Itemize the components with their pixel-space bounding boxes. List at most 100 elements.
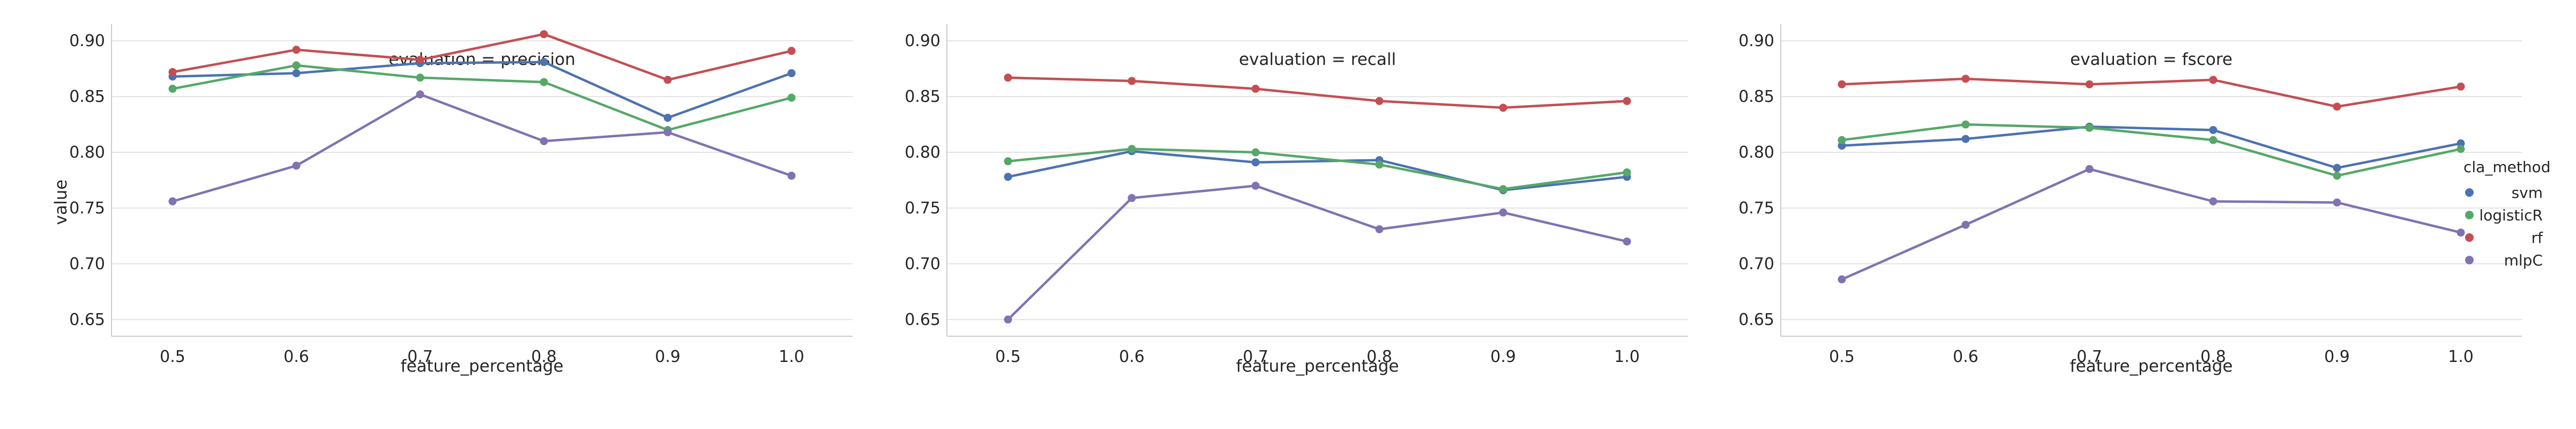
data-point-logisticR: [1623, 168, 1631, 176]
data-point-svm: [1004, 173, 1012, 181]
panel-title: evaluation = recall: [1239, 50, 1396, 69]
x-tick-label: 0.5: [160, 347, 185, 366]
legend-label-svm: svm: [2512, 184, 2543, 202]
data-point-rf: [2456, 82, 2465, 91]
data-point-mlpC: [1128, 194, 1136, 202]
data-point-mlpC: [292, 161, 301, 170]
series-line-rf: [1007, 76, 1627, 109]
data-point-svm: [2456, 139, 2465, 147]
x-tick-label: 0.9: [2324, 347, 2350, 366]
data-point-mlpC: [1838, 275, 1846, 284]
data-point-mlpC: [168, 197, 177, 205]
y-tick-label: 0.85: [69, 87, 105, 106]
data-point-mlpC: [1961, 220, 1970, 229]
panel-title: evaluation = fscore: [2070, 50, 2232, 69]
data-point-mlpC: [1251, 181, 1260, 190]
x-tick-label: 0.5: [995, 347, 1021, 366]
data-point-logisticR: [2209, 136, 2217, 144]
series-line-logisticR: [1007, 147, 1627, 190]
y-tick-label: 0.80: [905, 143, 940, 162]
x-tick-label: 0.7: [407, 347, 433, 366]
x-axis-label: feature_percentage: [401, 357, 564, 376]
data-point-logisticR: [1499, 185, 1507, 194]
x-tick-label: 0.6: [1953, 347, 1978, 366]
data-point-rf: [1623, 97, 1631, 105]
data-point-rf: [1128, 77, 1136, 85]
data-point-logisticR: [416, 73, 424, 82]
data-point-mlpC: [1004, 315, 1012, 324]
legend-marker-rf: [2465, 233, 2474, 242]
series-line-rf: [172, 33, 792, 82]
y-tick-label: 0.75: [905, 199, 940, 218]
data-point-svm: [292, 69, 301, 77]
data-point-svm: [663, 114, 672, 122]
data-point-mlpC: [1499, 208, 1507, 217]
legend-label-mlpC: mlpC: [2504, 252, 2543, 269]
data-point-mlpC: [2333, 198, 2341, 207]
y-tick-label: 0.65: [905, 310, 940, 329]
data-point-logisticR: [1251, 148, 1260, 157]
panel-2: 0.65 0.70 0.75 0.80 0.85 0.90 0.5 0.6 0.7 0.8 0.9 1…: [905, 24, 1688, 376]
data-point-logisticR: [540, 78, 548, 86]
data-point-mlpC: [540, 137, 548, 145]
x-tick-label: 0.8: [1367, 347, 1392, 366]
data-point-mlpC: [1375, 225, 1384, 233]
y-tick-label: 0.90: [69, 32, 105, 50]
data-point-rf: [168, 68, 177, 76]
data-point-mlpC: [1623, 237, 1631, 246]
x-tick-label: 0.9: [655, 347, 681, 366]
data-point-svm: [1961, 135, 1970, 143]
data-point-svm: [1838, 142, 1846, 150]
x-tick-label: 1.0: [779, 347, 804, 366]
data-point-mlpC: [2209, 197, 2217, 205]
legend-marker-logisticR: [2465, 211, 2474, 219]
data-point-rf: [2333, 102, 2341, 111]
data-point-rf: [2209, 76, 2217, 84]
series-line-logisticR: [172, 64, 792, 131]
data-point-mlpC: [416, 90, 424, 99]
x-tick-label: 0.8: [2200, 347, 2226, 366]
data-point-logisticR: [1838, 136, 1846, 144]
x-tick-label: 0.8: [531, 347, 557, 366]
data-point-logisticR: [2085, 123, 2094, 132]
data-point-svm: [1251, 158, 1260, 167]
x-tick-label: 0.6: [1119, 347, 1145, 366]
y-tick-label: 0.80: [69, 143, 105, 162]
series-line-rf: [1841, 77, 2461, 108]
data-point-rf: [1004, 73, 1012, 82]
series-line-mlpC: [1007, 184, 1627, 321]
x-axis-label: feature_percentage: [1236, 357, 1399, 376]
series-line-mlpC: [1841, 167, 2461, 281]
data-point-svm: [2333, 164, 2341, 172]
y-axis-label: value: [51, 180, 71, 225]
panel-1: 0.65 0.70 0.75 0.80 0.85 0.90 0.5 0.6 0.7 0.8 0.9 1…: [69, 24, 853, 376]
data-point-logisticR: [2333, 172, 2341, 180]
y-tick-label: 0.65: [1738, 310, 1774, 329]
y-tick-label: 0.75: [69, 199, 105, 218]
data-point-logisticR: [168, 85, 177, 93]
data-point-logisticR: [1375, 160, 1384, 169]
x-tick-label: 0.7: [1243, 347, 1268, 366]
data-point-rf: [1251, 85, 1260, 93]
data-point-logisticR: [292, 61, 301, 70]
y-tick-label: 0.90: [905, 32, 940, 50]
legend-label-rf: rf: [2532, 229, 2544, 247]
data-point-logisticR: [2456, 145, 2465, 153]
series-line-svm: [172, 61, 792, 119]
series-line-svm: [1841, 125, 2461, 169]
data-point-rf: [1961, 75, 1970, 83]
legend: cla_method svm logisticR rf mlpC: [2463, 158, 2550, 269]
series-line-logisticR: [1841, 123, 2461, 177]
y-tick-label: 0.70: [1738, 255, 1774, 273]
y-tick-label: 0.90: [1738, 32, 1774, 50]
data-point-logisticR: [1128, 145, 1136, 153]
panels: 0.65 0.70 0.75 0.80 0.85 0.90 0.5 0.6 0.7 0.8 0.9 1…: [51, 24, 2522, 376]
data-point-rf: [787, 47, 796, 55]
y-tick-label: 0.70: [69, 255, 105, 273]
data-point-rf: [1499, 103, 1507, 112]
legend-marker-mlpC: [2465, 256, 2474, 264]
data-point-rf: [1838, 80, 1846, 88]
data-point-svm: [540, 58, 548, 66]
